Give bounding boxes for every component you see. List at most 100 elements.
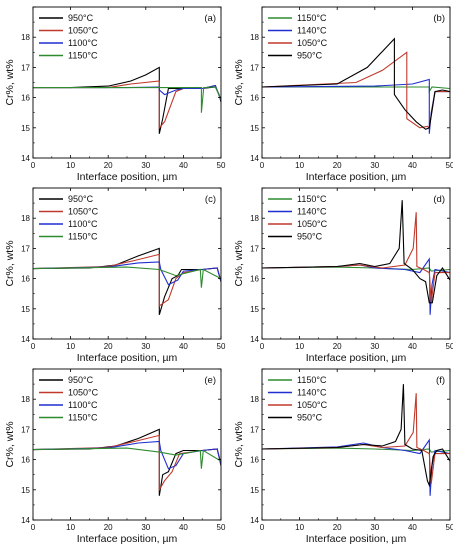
x-tick-label: 0 xyxy=(31,523,36,532)
x-tick-label: 50 xyxy=(446,342,453,351)
series-line-5-2 xyxy=(262,393,450,484)
y-tick-label: 16 xyxy=(250,456,259,465)
legend-entry: 1140°C xyxy=(297,207,327,217)
x-tick-label: 0 xyxy=(260,342,265,351)
panel-label: (b) xyxy=(433,13,445,24)
legend-entry: 1050°C xyxy=(297,400,328,410)
y-tick-label: 18 xyxy=(21,395,30,404)
x-tick-label: 10 xyxy=(66,523,75,532)
y-tick-label: 15 xyxy=(21,305,30,314)
legend-entry: 1150°C xyxy=(297,194,327,204)
y-tick-label: 17 xyxy=(250,63,259,72)
series-line-4-3 xyxy=(33,447,221,469)
x-tick-label: 20 xyxy=(333,523,342,532)
x-tick-label: 40 xyxy=(408,523,417,532)
series-line-3-2 xyxy=(262,212,450,303)
y-axis-label: Cr%, wt% xyxy=(233,59,245,105)
y-axis-label: Cr%, wt% xyxy=(233,421,245,467)
y-tick-label: 18 xyxy=(250,395,259,404)
y-tick-label: 15 xyxy=(21,124,30,133)
series-line-2-0 xyxy=(33,247,221,315)
y-axis-label: Cr%, wt% xyxy=(233,240,245,286)
legend-entry: 1140°C xyxy=(297,388,327,398)
x-axis-label: Interface position, µm xyxy=(77,352,178,364)
panel-label: (d) xyxy=(433,194,445,205)
x-tick-label: 30 xyxy=(141,342,150,351)
x-tick-label: 10 xyxy=(295,523,304,532)
legend-entry: 1050°C xyxy=(68,26,99,36)
y-tick-label: 15 xyxy=(250,305,259,314)
series-line-5-0 xyxy=(262,447,450,453)
x-tick-label: 40 xyxy=(408,161,417,170)
legend-entry: 1140°C xyxy=(297,26,327,36)
x-tick-label: 0 xyxy=(260,523,265,532)
plot-frame xyxy=(32,6,222,159)
x-tick-label: 20 xyxy=(333,342,342,351)
x-tick-label: 50 xyxy=(446,523,453,532)
y-tick-label: 18 xyxy=(21,214,30,223)
y-tick-label: 14 xyxy=(250,516,259,525)
legend-entry: 950°C xyxy=(68,194,94,204)
y-tick-label: 15 xyxy=(250,486,259,495)
plot-frame xyxy=(32,187,222,340)
legend-entry: 1150°C xyxy=(297,375,327,385)
x-tick-label: 10 xyxy=(295,342,304,351)
legend-entry: 1100°C xyxy=(68,219,98,229)
y-tick-label: 14 xyxy=(21,516,30,525)
y-tick-label: 14 xyxy=(21,335,30,344)
panel-label: (c) xyxy=(205,194,216,205)
panel-label: (a) xyxy=(204,13,216,24)
series-line-4-1 xyxy=(33,434,221,492)
x-axis-label: Interface position, µm xyxy=(77,171,178,183)
legend-entry: 1150°C xyxy=(68,413,98,423)
x-tick-label: 40 xyxy=(179,342,188,351)
x-tick-label: 30 xyxy=(370,161,379,170)
x-axis-label: Interface position, µm xyxy=(306,352,407,364)
legend-entry: 1050°C xyxy=(68,388,99,398)
series-line-4-2 xyxy=(33,440,221,470)
x-tick-label: 50 xyxy=(217,161,226,170)
y-tick-label: 17 xyxy=(250,425,259,434)
legend-entry: 950°C xyxy=(68,375,94,385)
panel-label: (e) xyxy=(204,375,216,386)
x-tick-label: 20 xyxy=(104,342,113,351)
y-tick-label: 17 xyxy=(250,244,259,253)
panel-label: (f) xyxy=(436,375,445,386)
y-tick-label: 16 xyxy=(21,94,30,103)
chart-panel-4: 0 10 20 30 40 50 14 15 16 17 18 Interface position,… xyxy=(4,368,226,545)
y-tick-label: 15 xyxy=(250,124,259,133)
x-tick-label: 20 xyxy=(104,523,113,532)
x-tick-label: 50 xyxy=(217,342,226,351)
legend-entry: 1050°C xyxy=(297,219,328,229)
x-tick-label: 40 xyxy=(179,161,188,170)
y-tick-label: 16 xyxy=(250,275,259,284)
series-line-0-0 xyxy=(33,66,221,134)
series-line-3-3 xyxy=(262,200,450,304)
legend-entry: 950°C xyxy=(297,51,323,61)
y-tick-label: 17 xyxy=(21,425,30,434)
x-tick-label: 30 xyxy=(141,161,150,170)
x-tick-label: 40 xyxy=(179,523,188,532)
series-line-1-3 xyxy=(262,37,450,130)
y-axis-label: Cr%, wt% xyxy=(4,59,16,105)
x-tick-label: 0 xyxy=(31,161,36,170)
legend-entry: 950°C xyxy=(297,232,323,242)
y-tick-label: 15 xyxy=(21,486,30,495)
legend-entry: 950°C xyxy=(68,13,94,23)
y-tick-label: 14 xyxy=(250,154,259,163)
legend-entry: 1150°C xyxy=(297,13,327,23)
x-tick-label: 10 xyxy=(295,161,304,170)
legend-entry: 1050°C xyxy=(297,38,328,48)
series-line-4-0 xyxy=(33,428,221,496)
x-axis-label: Interface position, µm xyxy=(77,533,178,545)
chart-panel-3: 0 10 20 30 40 50 14 15 16 17 18 Interface position,… xyxy=(233,187,453,364)
y-tick-label: 17 xyxy=(21,63,30,72)
x-tick-label: 50 xyxy=(217,523,226,532)
series-line-2-2 xyxy=(33,261,221,286)
series-line-0-3 xyxy=(33,86,221,113)
y-tick-label: 18 xyxy=(250,33,259,42)
y-tick-label: 18 xyxy=(21,33,30,42)
x-tick-label: 0 xyxy=(260,161,265,170)
y-axis-label: Cr%, wt% xyxy=(4,240,16,286)
